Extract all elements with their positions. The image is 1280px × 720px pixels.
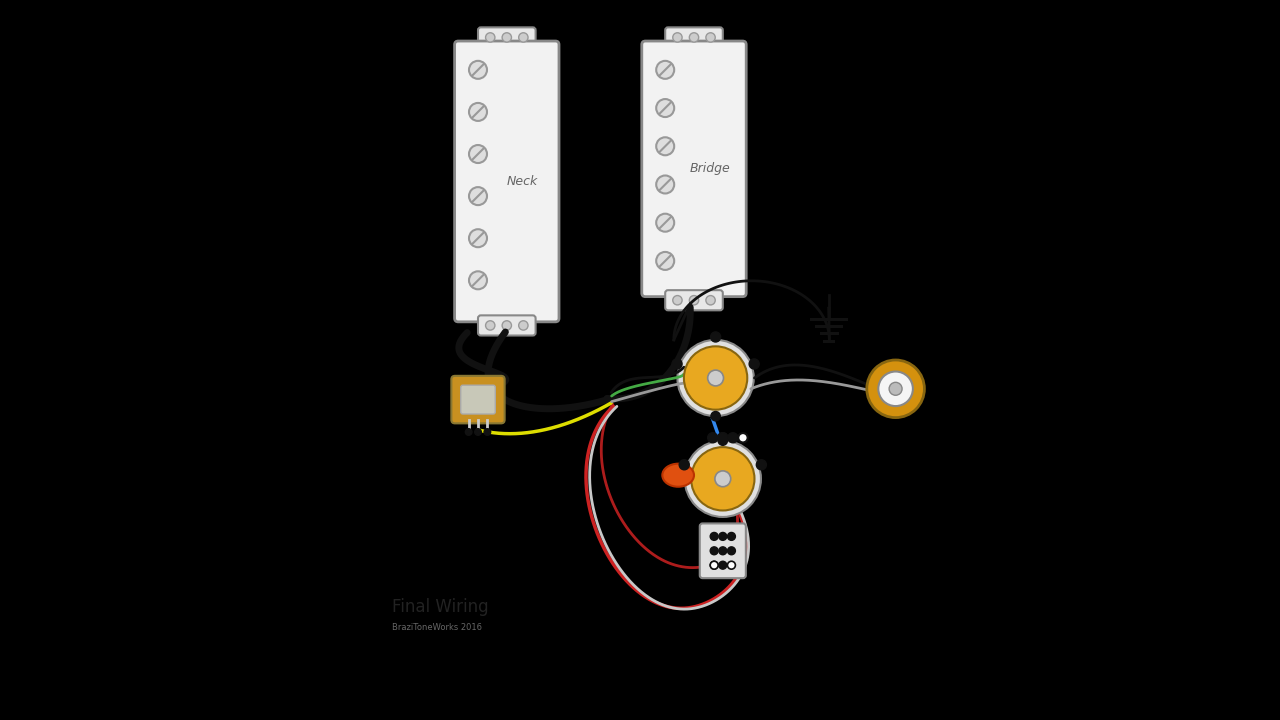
Circle shape	[727, 532, 736, 540]
FancyBboxPatch shape	[454, 41, 559, 322]
Text: BraziToneWorks 2016: BraziToneWorks 2016	[392, 623, 481, 632]
Circle shape	[502, 320, 512, 330]
Circle shape	[657, 61, 675, 79]
Circle shape	[468, 271, 486, 289]
Circle shape	[728, 433, 739, 443]
FancyBboxPatch shape	[477, 27, 535, 48]
Circle shape	[673, 295, 682, 305]
Circle shape	[690, 33, 699, 42]
FancyBboxPatch shape	[641, 41, 746, 297]
Circle shape	[468, 145, 486, 163]
Circle shape	[468, 229, 486, 247]
Circle shape	[691, 447, 754, 510]
Circle shape	[756, 460, 767, 470]
FancyBboxPatch shape	[700, 523, 746, 578]
Circle shape	[690, 295, 699, 305]
Circle shape	[684, 346, 748, 410]
Circle shape	[719, 547, 727, 555]
Circle shape	[710, 562, 718, 570]
Circle shape	[502, 33, 512, 42]
Circle shape	[708, 370, 723, 386]
Circle shape	[518, 320, 529, 330]
Circle shape	[468, 187, 486, 205]
Circle shape	[710, 412, 721, 420]
Circle shape	[657, 214, 675, 232]
Text: Bridge: Bridge	[690, 162, 730, 176]
Circle shape	[705, 295, 716, 305]
Circle shape	[657, 176, 675, 194]
Circle shape	[468, 61, 486, 79]
Circle shape	[714, 471, 731, 487]
Circle shape	[727, 547, 736, 555]
Circle shape	[657, 252, 675, 270]
Circle shape	[468, 103, 486, 121]
FancyBboxPatch shape	[666, 290, 723, 310]
Text: Final Wiring: Final Wiring	[392, 598, 488, 616]
Circle shape	[710, 332, 721, 342]
Circle shape	[749, 359, 759, 369]
Circle shape	[718, 433, 728, 443]
Circle shape	[485, 320, 495, 330]
Circle shape	[485, 33, 495, 42]
Circle shape	[890, 382, 902, 395]
Circle shape	[705, 33, 716, 42]
Circle shape	[708, 433, 718, 443]
Circle shape	[710, 532, 718, 540]
Circle shape	[878, 372, 913, 406]
Circle shape	[466, 428, 472, 436]
Circle shape	[718, 433, 728, 443]
Circle shape	[672, 359, 682, 369]
Circle shape	[710, 562, 718, 570]
FancyBboxPatch shape	[477, 315, 535, 336]
Circle shape	[677, 340, 754, 416]
Circle shape	[680, 460, 689, 470]
Circle shape	[657, 99, 675, 117]
Circle shape	[719, 532, 727, 540]
Circle shape	[710, 547, 718, 555]
FancyBboxPatch shape	[666, 27, 723, 48]
Circle shape	[475, 428, 481, 436]
Text: Neck: Neck	[507, 175, 539, 188]
Circle shape	[739, 433, 748, 442]
Circle shape	[685, 441, 760, 517]
FancyBboxPatch shape	[461, 385, 495, 414]
Circle shape	[719, 562, 727, 570]
Circle shape	[673, 33, 682, 42]
Circle shape	[518, 33, 529, 42]
Circle shape	[484, 428, 490, 436]
Circle shape	[657, 138, 675, 156]
Circle shape	[718, 436, 727, 445]
Ellipse shape	[662, 464, 694, 487]
Circle shape	[867, 360, 924, 418]
Circle shape	[727, 562, 736, 570]
FancyBboxPatch shape	[452, 376, 504, 423]
